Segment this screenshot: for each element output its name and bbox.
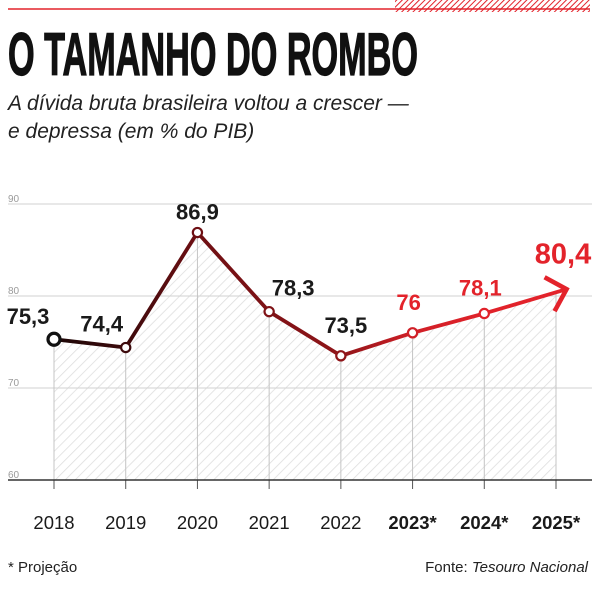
y-tick-label-60: 60 [8, 470, 20, 481]
data-label-2018: 75,3 [7, 304, 50, 329]
chart-subtitle-line-1: A dívida bruta brasileira voltou a cresc… [6, 92, 410, 115]
chart-title: O TAMANHO DO ROMBO [8, 21, 418, 88]
y-tick-label-90: 90 [8, 194, 20, 205]
data-label-2020: 86,9 [176, 200, 219, 225]
footnote: * Projeção [8, 559, 77, 576]
data-point-2020 [191, 226, 204, 239]
y-tick-label-70: 70 [8, 378, 20, 389]
data-label-2021: 78,3 [272, 276, 315, 301]
data-point-2024 [478, 307, 490, 320]
x-label-2018: 2018 [33, 512, 74, 533]
data-point-2021 [263, 305, 275, 318]
data-point-2025-arrowhead [543, 275, 570, 313]
y-tick-label-80: 80 [8, 286, 20, 297]
data-label-2025: 80,4 [535, 238, 591, 270]
data-label-2023: 76 [396, 290, 420, 315]
x-label-2023: 2023* [388, 512, 437, 533]
x-label-2021: 2021 [249, 512, 290, 533]
chart-subtitle-line-2: e depressa (em % do PIB) [8, 120, 254, 143]
data-label-2022: 73,5 [324, 313, 367, 338]
source-credit: Fonte: Tesouro Nacional [425, 559, 589, 576]
x-label-2020: 2020 [177, 512, 218, 533]
top-decoration [8, 0, 590, 12]
x-label-2025: 2025* [532, 512, 581, 533]
source-label: Fonte: [425, 559, 468, 576]
top-hatch-block [395, 0, 590, 12]
data-label-2024: 78,1 [459, 275, 502, 300]
data-label-2019: 74,4 [80, 312, 124, 337]
x-label-2024: 2024* [460, 512, 509, 533]
x-label-2022: 2022 [320, 512, 361, 533]
data-point-2022 [335, 350, 347, 362]
data-point-2019 [120, 341, 132, 354]
data-point-2018 [46, 331, 62, 347]
line-chart-plot-area: 60 70 80 90 75,3 74,4 86,9 78,3 73,5 76 78,1 80,4 20… [7, 194, 592, 533]
source-name: Tesouro Nacional [472, 559, 589, 576]
x-label-2019: 2019 [105, 512, 146, 533]
hatched-area [54, 232, 556, 480]
data-point-2023 [406, 327, 419, 339]
